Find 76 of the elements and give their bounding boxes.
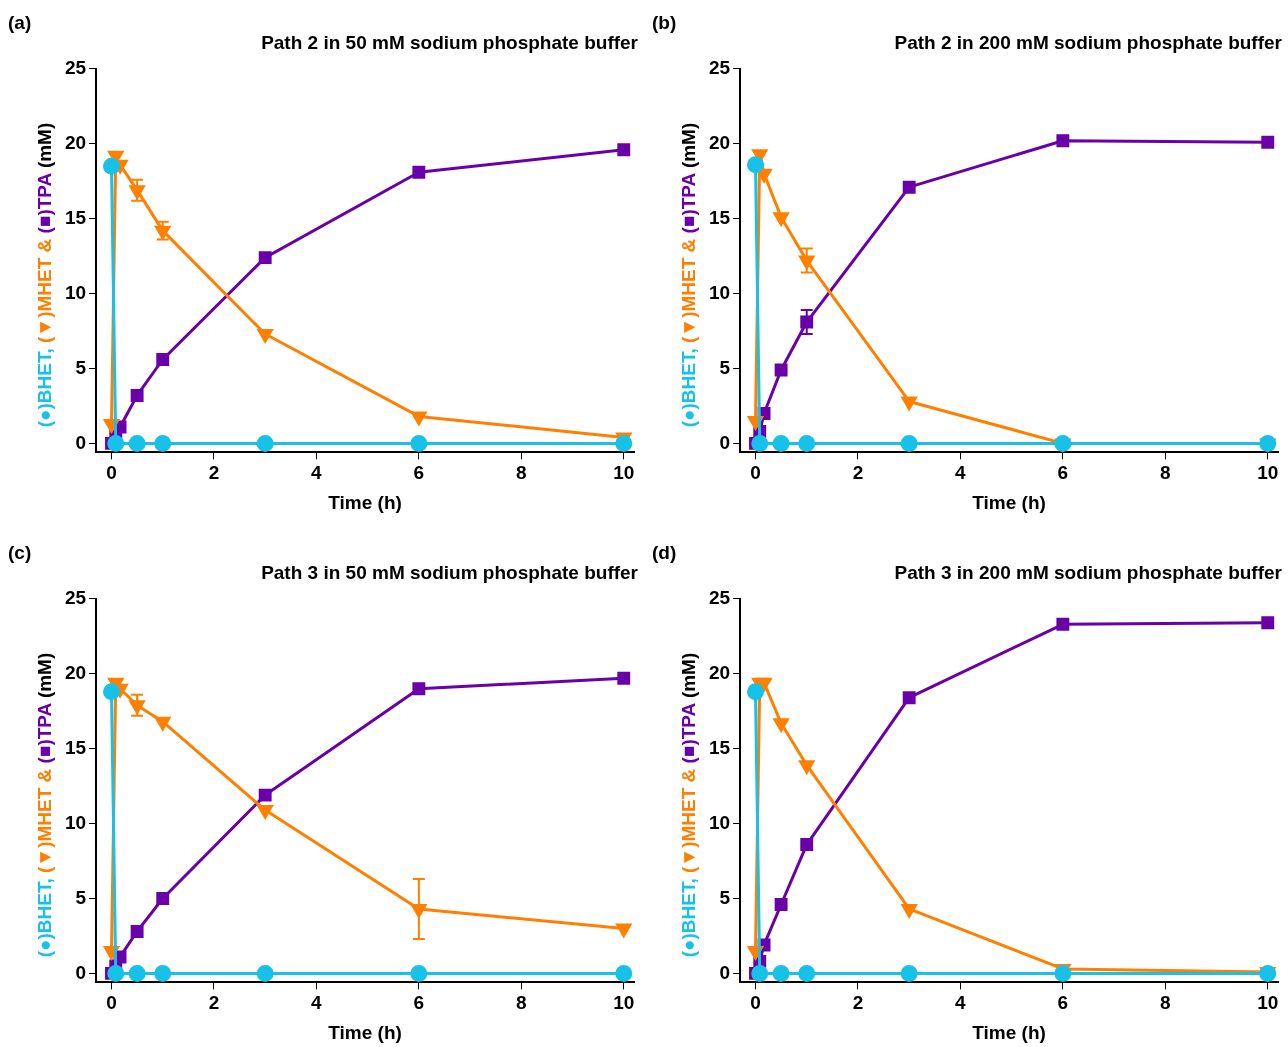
y-tick-label: 25 [64, 57, 87, 79]
x-tick-label: 2 [208, 462, 220, 484]
y-tick-label: 10 [64, 811, 87, 833]
x-axis-title: Time (h) [328, 491, 402, 513]
chart-title: Path 2 in 200 mM sodium phosphate buffer [894, 31, 1283, 53]
y-tick-label: 0 [719, 431, 731, 453]
y-tick-label: 10 [708, 281, 731, 303]
x-tick-label: 8 [1160, 462, 1171, 484]
x-tick-label: 4 [311, 462, 323, 484]
text: (▼)MHET & [34, 767, 55, 873]
x-tick-label: 0 [750, 462, 761, 484]
x-tick-label: 2 [852, 992, 864, 1014]
y-axis-title: (mM) [34, 122, 55, 169]
text: (c) [8, 542, 32, 564]
y-axis-title: (mM) [678, 122, 699, 169]
chart-title: Path 2 in 50 mM sodium phosphate buffer [261, 31, 639, 53]
text: (●)BHET, [34, 347, 55, 428]
x-tick-label: 4 [955, 462, 967, 484]
text: (■)TPA [678, 702, 699, 764]
x-tick-label: 6 [1057, 992, 1069, 1014]
x-tick-label: 0 [106, 992, 117, 1014]
text: (■)TPA [34, 702, 55, 764]
x-tick-label: 8 [1160, 992, 1171, 1014]
y-tick-label: 15 [708, 736, 731, 758]
x-tick-label: 0 [750, 992, 761, 1014]
x-axis-title: Time (h) [972, 1021, 1046, 1043]
text: (■)TPA [678, 172, 699, 234]
x-axis-title: Time (h) [972, 491, 1046, 513]
x-tick-label: 0 [106, 462, 117, 484]
text: (▼)MHET & [34, 237, 55, 343]
y-tick-label: 20 [64, 661, 87, 683]
x-tick-label: 10 [1257, 462, 1279, 484]
text: (▼)MHET & [678, 767, 699, 873]
y-tick-label: 25 [708, 57, 731, 79]
x-tick-label: 10 [613, 462, 635, 484]
y-tick-label: 20 [708, 131, 731, 153]
y-tick-label: 20 [64, 131, 87, 153]
y-tick-label: 0 [75, 961, 87, 983]
y-tick-label: 15 [64, 736, 87, 758]
y-axis-title: (mM) [678, 652, 699, 699]
y-tick-label: 25 [708, 587, 731, 609]
text: (d) [652, 542, 677, 564]
y-tick-label: 0 [719, 961, 731, 983]
text: (b) [652, 12, 677, 34]
text: (●)BHET, [678, 877, 699, 958]
y-tick-label: 10 [64, 281, 87, 303]
y-tick-label: 20 [708, 661, 731, 683]
y-tick-label: 10 [708, 811, 731, 833]
y-tick-label: 25 [64, 587, 87, 609]
y-axis-title: (mM) [34, 652, 55, 699]
text: (a) [8, 12, 32, 34]
chart-title: Path 3 in 200 mM sodium phosphate buffer [894, 561, 1283, 583]
x-tick-label: 2 [852, 462, 864, 484]
y-tick-label: 5 [75, 356, 87, 378]
x-tick-label: 6 [1057, 462, 1069, 484]
x-tick-label: 4 [311, 992, 323, 1014]
y-tick-label: 5 [719, 356, 731, 378]
x-tick-label: 6 [413, 992, 425, 1014]
y-tick-label: 5 [719, 886, 731, 908]
text: (▼)MHET & [678, 237, 699, 343]
text: (■)TPA [34, 172, 55, 234]
text: (●)BHET, [678, 347, 699, 428]
x-tick-label: 8 [516, 992, 527, 1014]
y-tick-label: 0 [75, 431, 87, 453]
x-axis-title: Time (h) [328, 1021, 402, 1043]
text: (●)BHET, [34, 877, 55, 958]
x-tick-label: 6 [413, 462, 425, 484]
chart-title: Path 3 in 50 mM sodium phosphate buffer [261, 561, 639, 583]
y-tick-label: 15 [64, 206, 87, 228]
x-tick-label: 10 [1257, 992, 1279, 1014]
y-tick-label: 15 [708, 206, 731, 228]
x-tick-label: 4 [955, 992, 967, 1014]
x-tick-label: 2 [208, 992, 220, 1014]
x-tick-label: 10 [613, 992, 635, 1014]
y-tick-label: 5 [75, 886, 87, 908]
x-tick-label: 8 [516, 462, 527, 484]
